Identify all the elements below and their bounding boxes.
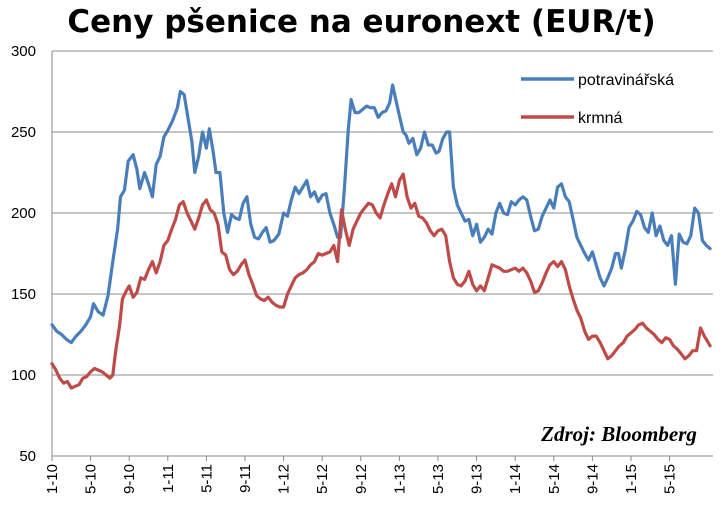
- y-tick-label: 100: [11, 367, 36, 384]
- x-tick-label: 9-14: [584, 464, 601, 494]
- x-tick-label: 5-13: [430, 464, 447, 494]
- x-tick-label: 5-12: [314, 464, 331, 494]
- y-tick-labels: 50 100 150 200 250 300: [11, 43, 36, 465]
- source-note: Zdroj: Bloomberg: [526, 419, 712, 449]
- x-tick-label: 1-14: [507, 464, 524, 494]
- x-tick-label: 1-11: [160, 464, 177, 493]
- legend-label: potravinářská: [578, 72, 674, 89]
- x-tick-label: 9-13: [469, 464, 486, 494]
- series-line-potravinarska: [50, 83, 712, 345]
- x-tick-label: 9-10: [121, 464, 138, 494]
- x-tick-label: 5-11: [198, 464, 215, 493]
- chart-title: Ceny pšenice na euronext (EUR/t): [67, 4, 656, 40]
- x-tick-label: 5-15: [662, 464, 679, 494]
- x-tick-label: 1-13: [391, 464, 408, 494]
- x-tick-label: 5-10: [83, 464, 100, 494]
- x-tick-label: 9-12: [353, 464, 370, 494]
- x-tick-label: 1-15: [623, 464, 640, 494]
- y-tick-label: 50: [19, 448, 36, 465]
- legend: potravinářská krmná: [521, 72, 674, 127]
- x-tick-labels: 1-10 5-10 9-10 1-11 5-11 9-11 1-12 5-12 9-12 1-13…: [44, 456, 679, 494]
- x-tick-label: 5-14: [546, 464, 563, 494]
- x-tick-label: 9-11: [237, 464, 254, 493]
- y-tick-label: 150: [11, 286, 36, 303]
- legend-label: krmná: [578, 110, 623, 127]
- x-tick-label: 1-10: [44, 464, 61, 494]
- series-lines: [50, 83, 712, 390]
- y-tick-label: 300: [11, 43, 36, 60]
- x-tick-label: 1-12: [276, 464, 293, 494]
- series-line-krmna: [50, 172, 712, 390]
- y-tick-label: 200: [11, 205, 36, 222]
- y-tick-label: 250: [11, 124, 36, 141]
